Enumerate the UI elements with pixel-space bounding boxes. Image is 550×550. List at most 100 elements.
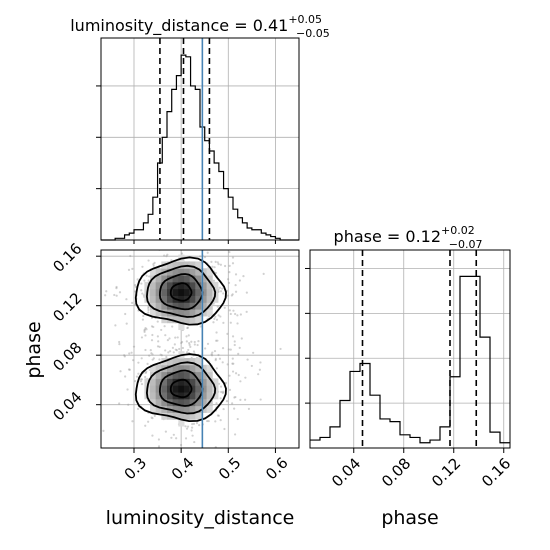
density-cell-0 (189, 268, 196, 276)
density-cell-1 (178, 405, 185, 413)
sample-point (218, 286, 222, 289)
sample-point (172, 351, 175, 354)
sample-point (217, 262, 220, 266)
xtick-label-1: 0.4 (168, 454, 198, 484)
density-cell-0 (212, 281, 219, 290)
sample-point (144, 334, 147, 337)
density-cell-1 (150, 364, 157, 373)
yticks-marginal-phase (305, 267, 310, 404)
sample-point (165, 255, 168, 258)
sample-point (140, 282, 143, 285)
sample-point (207, 419, 210, 423)
sample-point (185, 340, 188, 343)
sample-point (165, 355, 168, 359)
sample-point (131, 301, 134, 304)
density-cell-0 (178, 268, 185, 276)
sample-point (232, 309, 235, 312)
sample-point (221, 361, 224, 364)
density-cell-0 (150, 302, 157, 310)
sample-point (212, 279, 216, 282)
sample-point (147, 311, 150, 314)
density-cell-1 (195, 405, 202, 413)
density-cell-0 (195, 302, 202, 310)
sample-point (239, 380, 242, 383)
density-cell-1 (178, 385, 185, 393)
sample-point (125, 322, 128, 325)
density-cell-0 (155, 302, 162, 310)
sample-point (152, 263, 155, 266)
density-contours (134, 256, 227, 423)
frame-marginal-luminosity-distance (100, 37, 300, 241)
density-cell-1 (189, 378, 196, 386)
sample-point (230, 294, 233, 297)
sample-point (257, 373, 260, 376)
sample-point (119, 370, 122, 373)
sample-point (233, 396, 236, 399)
yticks-joint: 0.04 0.08 0.12 0.16 (49, 239, 101, 424)
xtick-label-3: 0.6 (262, 454, 292, 484)
density-cell-1 (178, 398, 185, 407)
density-cell-1 (150, 378, 157, 386)
density-cell-0 (206, 309, 213, 317)
sample-point (215, 339, 218, 342)
sample-point (124, 375, 127, 378)
xlabel-luminosity-distance: luminosity_distance (106, 507, 295, 529)
sample-point (144, 371, 147, 374)
sample-point (171, 325, 174, 328)
density-cell-0 (161, 275, 168, 283)
sample-point (226, 363, 229, 366)
sample-point (160, 328, 163, 332)
sample-point (231, 357, 234, 360)
sample-point (114, 324, 117, 327)
sample-point (214, 260, 217, 263)
density-cell-0 (195, 275, 202, 283)
sample-point (221, 347, 225, 350)
sample-point (184, 425, 187, 428)
sample-point (158, 345, 161, 348)
sample-point (148, 275, 151, 278)
sample-point (228, 374, 231, 377)
sample-point (145, 370, 148, 373)
density-cell-0 (172, 268, 179, 276)
sample-point (118, 291, 122, 294)
sample-point (157, 438, 161, 441)
density-cell-0 (150, 295, 157, 303)
sample-point (131, 267, 134, 270)
sample-point (139, 378, 142, 381)
density-cell-0 (172, 315, 179, 324)
sample-point (231, 370, 235, 373)
density-cell-0 (178, 295, 185, 303)
density-cell-1 (178, 378, 185, 386)
density-cell-0 (189, 288, 196, 296)
sample-point (226, 278, 230, 281)
sample-point (137, 361, 140, 364)
yticks-marginal-luminosity-distance (96, 85, 276, 244)
panel-marginal-luminosity-distance (96, 37, 300, 244)
sample-point (223, 264, 227, 268)
density-cell-1 (150, 398, 157, 407)
density-cell-1 (183, 385, 191, 393)
sample-point (118, 343, 121, 346)
sample-point (157, 445, 161, 448)
sample-point (219, 315, 222, 318)
density-cell-1 (161, 412, 168, 420)
sample-point (115, 286, 118, 290)
contour-mode1-level1 (158, 369, 204, 407)
sample-point (152, 357, 155, 360)
xlabel-phase: phase (381, 507, 438, 529)
sample-point (192, 422, 196, 425)
sample-point (222, 321, 225, 324)
sample-point (219, 397, 222, 400)
density-cell-1 (167, 364, 174, 373)
sample-point (210, 260, 213, 263)
density-cell-1 (172, 398, 179, 407)
density-cell-0 (200, 295, 208, 303)
sample-point (104, 294, 107, 297)
sample-point (226, 294, 230, 297)
density-cell-0 (195, 268, 202, 276)
sample-point (228, 250, 231, 254)
sample-point (252, 351, 255, 354)
xtick-label-1: 0.08 (378, 454, 414, 490)
sample-point (156, 345, 160, 348)
